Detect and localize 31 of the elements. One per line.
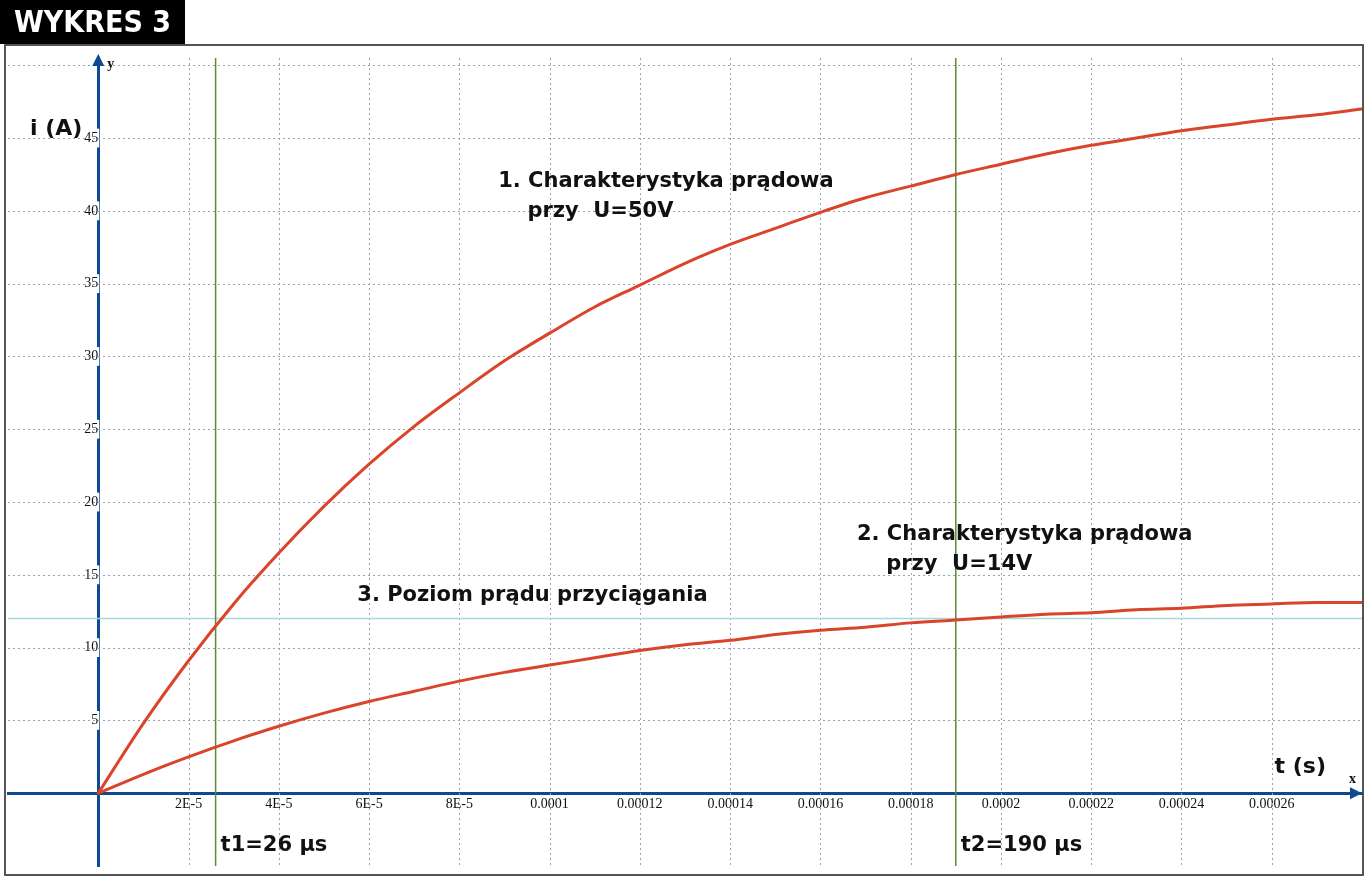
x-tick-label: 0.00016 bbox=[797, 796, 844, 812]
annotation: y bbox=[107, 56, 115, 71]
y-tick-label: 20 bbox=[84, 493, 99, 509]
y-axis-title: i (A) bbox=[30, 114, 83, 140]
x-tick-label: 0.00014 bbox=[707, 796, 753, 812]
y-tick-label: 45 bbox=[84, 129, 99, 145]
x-tick-label: 0.0001 bbox=[530, 796, 569, 812]
x-tick-label: 4E-5 bbox=[265, 796, 293, 812]
y-tick-label: 35 bbox=[84, 275, 99, 291]
annotation: x bbox=[1349, 771, 1356, 787]
chart-title: WYKRES 3 bbox=[0, 0, 186, 44]
y-tick-label: 30 bbox=[84, 348, 99, 364]
x-tick-label: 0.00024 bbox=[1158, 796, 1205, 812]
x-tick-label: 0.00018 bbox=[887, 796, 934, 812]
y-tick-label: 5 bbox=[91, 712, 99, 728]
x-tick-label: 8E-5 bbox=[445, 796, 473, 812]
y-tick-label: 10 bbox=[84, 639, 99, 655]
x-tick-label: 6E-5 bbox=[355, 796, 383, 812]
x-tick-label: 0.00026 bbox=[1248, 796, 1295, 812]
ref-line-label: t1=26 µs bbox=[220, 832, 328, 856]
y-tick-label: 15 bbox=[84, 566, 99, 582]
y-tick-label: 40 bbox=[84, 202, 99, 218]
x-tick-label: 0.00022 bbox=[1068, 796, 1114, 812]
ref-line-label: 3. Poziom prądu przyciągania bbox=[357, 581, 708, 606]
x-tick-label: 2E-5 bbox=[174, 796, 203, 812]
ref-line-label: t2=190 µs bbox=[960, 832, 1083, 856]
x-tick-label: 0.00012 bbox=[617, 796, 663, 812]
y-tick-label: 25 bbox=[84, 420, 99, 436]
x-axis-title: t (s) bbox=[1274, 753, 1326, 779]
series-label: 1. Charakterystyka prądowa przy U=50V bbox=[498, 168, 834, 223]
x-tick-label: 0.0002 bbox=[981, 796, 1021, 812]
